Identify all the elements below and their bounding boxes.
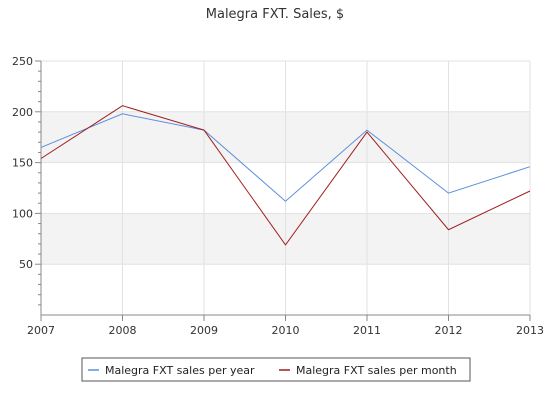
x-tick-label: 2009 bbox=[190, 324, 218, 337]
series-line-1 bbox=[40, 113, 531, 202]
y-tick-label: 200 bbox=[12, 106, 33, 119]
x-tick-label: 2008 bbox=[109, 324, 137, 337]
x-tick-label: 2013 bbox=[516, 324, 544, 337]
horizontal-gridlines bbox=[41, 60, 530, 265]
x-tick-label: 2011 bbox=[353, 324, 381, 337]
legend-label: Malegra FXT sales per month bbox=[296, 364, 457, 377]
legend: Malegra FXT sales per year Malegra FXT sa… bbox=[81, 357, 471, 382]
x-axis-ticks: 2007 2008 2009 2010 2011 2012 2013 bbox=[27, 315, 544, 337]
vertical-gridlines bbox=[122, 61, 531, 315]
legend-box bbox=[81, 357, 471, 382]
chart-title: Malegra FXT. Sales, $ bbox=[206, 7, 344, 22]
y-tick-label: 250 bbox=[12, 55, 33, 68]
x-tick-label: 2010 bbox=[272, 324, 300, 337]
legend-label: Malegra FXT sales per year bbox=[105, 364, 255, 377]
series-line-2 bbox=[40, 105, 531, 246]
x-tick-label: 2012 bbox=[435, 324, 463, 337]
series-layer bbox=[40, 105, 531, 246]
y-tick-label: 100 bbox=[12, 207, 33, 220]
x-tick-label: 2007 bbox=[27, 324, 55, 337]
y-axis-ticks: 50 100 150 200 250 bbox=[12, 55, 41, 306]
y-tick-label: 150 bbox=[12, 157, 33, 170]
y-tick-label: 50 bbox=[19, 258, 33, 271]
